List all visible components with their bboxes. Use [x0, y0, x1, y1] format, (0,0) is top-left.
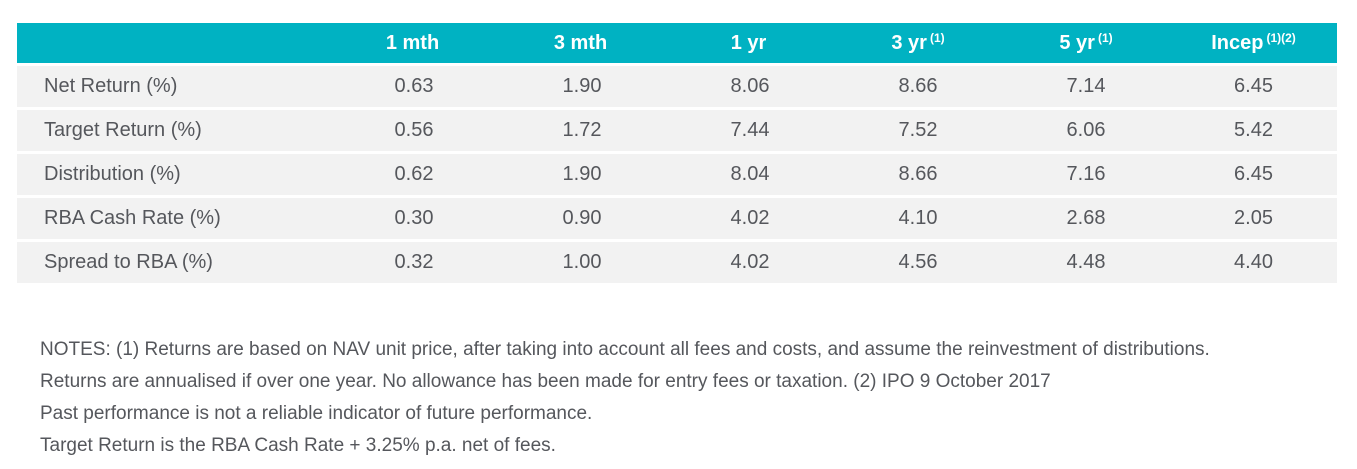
cell-value: 0.32: [330, 242, 498, 283]
header-superscript: (1): [929, 30, 945, 45]
cell-value: 1.72: [498, 110, 666, 151]
cell-value: 7.44: [666, 110, 834, 151]
notes-line-2: Returns are annualised if over one year.…: [40, 371, 1051, 392]
row-label: Distribution (%): [17, 154, 330, 195]
row-label: Net Return (%): [17, 66, 330, 107]
header-cell-1mth: 1 mth: [330, 23, 498, 63]
row-label: Target Return (%): [17, 110, 330, 151]
table-row-distribution: Distribution (%) 0.62 1.90 8.04 8.66 7.1…: [17, 154, 1337, 195]
notes-line-1: NOTES: (1) Returns are based on NAV unit…: [40, 339, 1210, 360]
row-label: Spread to RBA (%): [17, 242, 330, 283]
notes-line-3: Past performance is not a reliable indic…: [40, 403, 593, 424]
row-label: RBA Cash Rate (%): [17, 198, 330, 239]
cell-value: 7.14: [1002, 66, 1170, 107]
cell-value: 5.42: [1170, 110, 1337, 151]
cell-value: 1.90: [498, 154, 666, 195]
cell-value: 2.05: [1170, 198, 1337, 239]
cell-value: 8.66: [834, 154, 1002, 195]
header-cell-3yr: 3 yr (1): [834, 23, 1002, 63]
header-label: 3 yr: [891, 31, 927, 54]
header-label: 1 mth: [385, 31, 440, 54]
cell-value: 4.02: [666, 198, 834, 239]
header-cell-empty: [17, 23, 330, 63]
cell-value: 8.06: [666, 66, 834, 107]
table-row-rba-cash-rate: RBA Cash Rate (%) 0.30 0.90 4.02 4.10 2.…: [17, 198, 1337, 239]
cell-value: 4.40: [1170, 242, 1337, 283]
cell-value: 0.56: [330, 110, 498, 151]
header-label: 1 yr: [730, 31, 767, 54]
header-label: 3 mth: [553, 31, 608, 54]
cell-value: 6.45: [1170, 154, 1337, 195]
table-row-net-return: Net Return (%) 0.63 1.90 8.06 8.66 7.14 …: [17, 66, 1337, 107]
cell-value: 0.90: [498, 198, 666, 239]
cell-value: 0.63: [330, 66, 498, 107]
cell-value: 0.30: [330, 198, 498, 239]
cell-value: 8.04: [666, 154, 834, 195]
table-row-spread-to-rba: Spread to RBA (%) 0.32 1.00 4.02 4.56 4.…: [17, 242, 1337, 283]
cell-value: 2.68: [1002, 198, 1170, 239]
header-cell-3mth: 3 mth: [498, 23, 666, 63]
table-row-target-return: Target Return (%) 0.56 1.72 7.44 7.52 6.…: [17, 110, 1337, 151]
performance-table-container: 1 mth 3 mth 1 yr 3 yr (1) 5 yr (1) Incep (1…: [17, 20, 1337, 286]
cell-value: 8.66: [834, 66, 1002, 107]
header-label: 5 yr: [1059, 31, 1095, 54]
cell-value: 0.62: [330, 154, 498, 195]
performance-table: 1 mth 3 mth 1 yr 3 yr (1) 5 yr (1) Incep (1…: [17, 20, 1337, 286]
cell-value: 1.90: [498, 66, 666, 107]
table-header-row: 1 mth 3 mth 1 yr 3 yr (1) 5 yr (1) Incep (1…: [17, 23, 1337, 63]
cell-value: 1.00: [498, 242, 666, 283]
header-superscript: (1): [1097, 30, 1113, 45]
notes-line-4: Target Return is the RBA Cash Rate + 3.2…: [40, 435, 556, 456]
cell-value: 6.45: [1170, 66, 1337, 107]
header-cell-1yr: 1 yr: [666, 23, 834, 63]
cell-value: 4.48: [1002, 242, 1170, 283]
cell-value: 7.16: [1002, 154, 1170, 195]
cell-value: 4.02: [666, 242, 834, 283]
header-cell-incep: Incep (1)(2): [1170, 23, 1337, 63]
cell-value: 7.52: [834, 110, 1002, 151]
cell-value: 4.10: [834, 198, 1002, 239]
header-cell-5yr: 5 yr (1): [1002, 23, 1170, 63]
notes-section: NOTES: (1) Returns are based on NAV unit…: [40, 334, 1330, 462]
header-label: Incep: [1211, 31, 1264, 54]
header-superscript: (1)(2): [1266, 30, 1296, 45]
cell-value: 4.56: [834, 242, 1002, 283]
cell-value: 6.06: [1002, 110, 1170, 151]
